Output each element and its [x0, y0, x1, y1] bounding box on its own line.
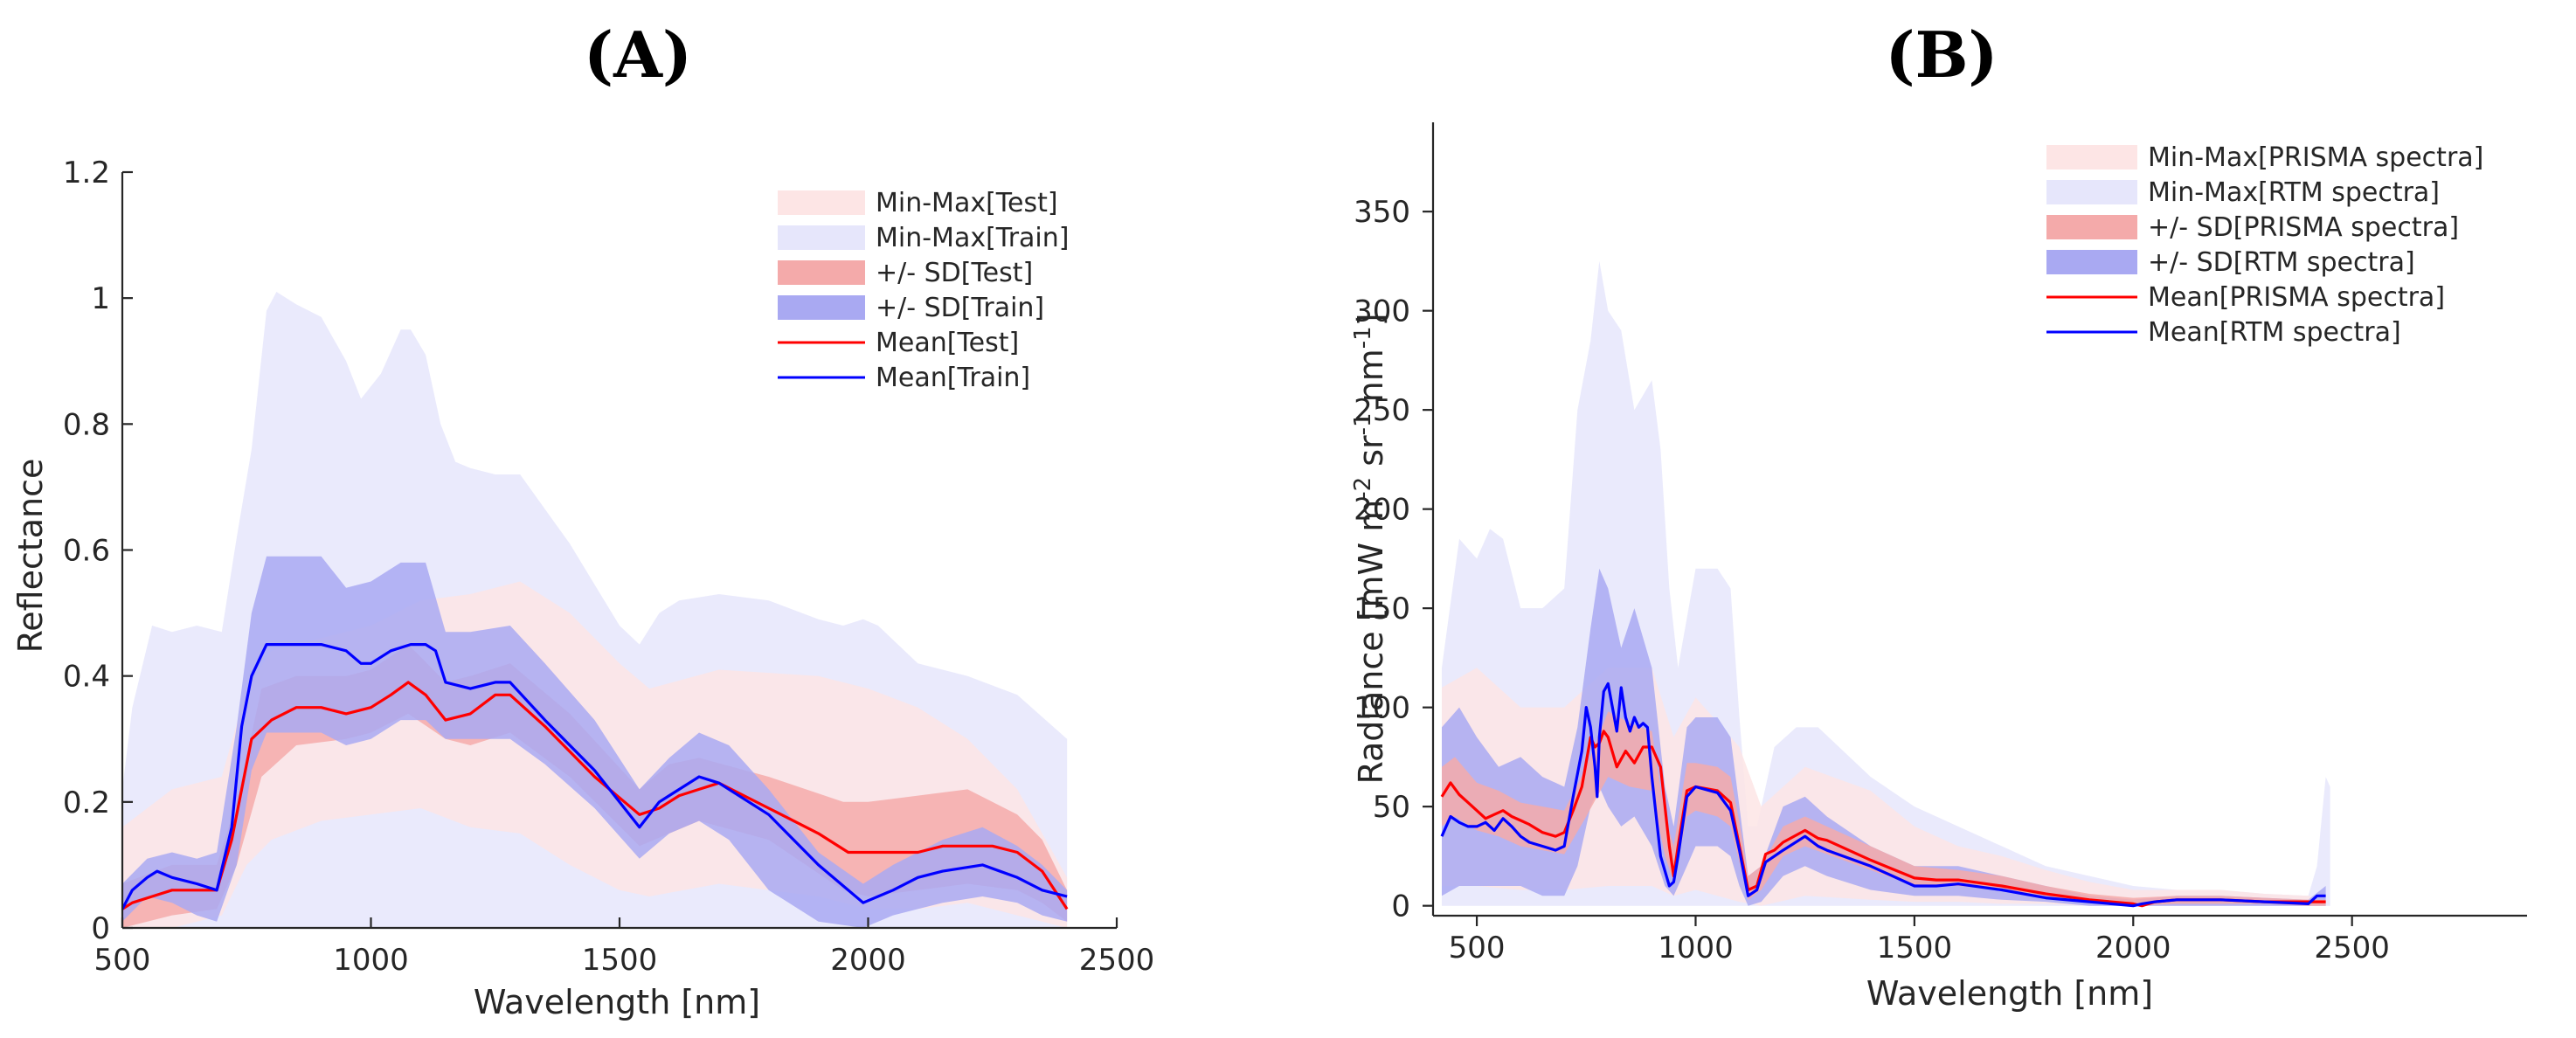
y-tick-label: 0 [1391, 889, 1410, 924]
x-tick-label: 500 [1449, 931, 1506, 965]
x-tick-label: 1500 [1877, 931, 1953, 965]
legend-swatch [2046, 250, 2137, 274]
legend-label: Mean[PRISMA spectra] [2148, 282, 2445, 313]
legend-swatch [778, 190, 865, 215]
line-mean-train [122, 642, 1068, 910]
chart-b-axes: 500 1000 1500 2000 2500 0 50 100 150 200 250 300 350 [1354, 122, 2527, 965]
panel-label-a: (A) [584, 17, 692, 92]
legend-label: +/- SD[Test] [876, 258, 1033, 288]
y-tick-label: 0 [91, 911, 110, 946]
chart-a-plot-area [122, 292, 1069, 928]
legend-label: +/- SD[RTM spectra] [2148, 247, 2415, 278]
legend-item: Min-Max[Test] [778, 188, 1058, 218]
panel-label-b: (B) [1886, 17, 1998, 92]
y-tick-label: 0.8 [63, 407, 110, 442]
y-tick-label: 50 [1373, 790, 1410, 825]
legend-item: Mean[Train] [778, 363, 1030, 393]
legend-item: +/- SD[Train] [778, 293, 1044, 323]
x-tick-label: 2500 [1079, 943, 1155, 978]
chart-b-xlabel: Wavelength [nm] [1866, 974, 2153, 1013]
legend-label: +/- SD[PRISMA spectra] [2148, 212, 2459, 243]
y-tick-label: 1 [91, 281, 110, 316]
x-tick-label: 1500 [582, 943, 658, 978]
x-tick-label: 1000 [333, 943, 409, 978]
legend-label: Mean[Train] [876, 363, 1030, 393]
y-tick-label: 150 [1354, 592, 1410, 626]
legend-item: +/- SD[Test] [778, 258, 1033, 288]
legend-label: Min-Max[RTM spectra] [2148, 177, 2440, 208]
chart-b-plot-area [1440, 260, 2330, 908]
legend-label: Mean[Test] [876, 328, 1019, 358]
band-sd-train [122, 556, 1068, 928]
line-mean-test [122, 681, 1069, 910]
chart-a: 500 1000 1500 2000 2500 0 0.2 0.4 0.6 0.8 1 1.2 Wav… [11, 156, 1154, 1021]
x-tick-label: 2000 [830, 943, 906, 978]
chart-a-xlabel: Wavelength [nm] [474, 983, 760, 1021]
y-tick-label: 350 [1354, 195, 1410, 230]
legend-label: Min-Max[Test] [876, 188, 1058, 218]
chart-b: 500 1000 1500 2000 2500 0 50 100 150 200 250 300 350… [1350, 122, 2527, 1013]
legend-swatch [778, 225, 865, 250]
y-tick-label: 200 [1354, 493, 1410, 528]
legend-item: Mean[PRISMA spectra] [2046, 282, 2445, 313]
legend-label: +/- SD[Train] [876, 293, 1044, 323]
chart-b-ylabel: Radiance [mW m-2 sr-1 nm-1] [1350, 313, 1390, 784]
legend-item: Min-Max[Train] [778, 223, 1069, 253]
y-tick-label: 0.4 [63, 660, 110, 695]
y-tick-label: 0.6 [63, 534, 110, 569]
legend-item: Min-Max[RTM spectra] [2046, 177, 2440, 208]
legend-item: +/- SD[PRISMA spectra] [2046, 212, 2459, 243]
chart-a-axes: 500 1000 1500 2000 2500 0 0.2 0.4 0.6 0.8 1 1.2 [63, 156, 1154, 978]
legend-swatch [778, 260, 865, 285]
y-tick-label: 100 [1354, 691, 1410, 726]
line-mean-rtm-spectra [1440, 682, 2326, 908]
x-tick-label: 2500 [2314, 931, 2390, 965]
chart-a-ylabel: Reflectance [11, 459, 50, 654]
legend-label: Min-Max[Train] [876, 223, 1069, 253]
y-tick-label: 250 [1354, 393, 1410, 428]
legend-swatch [778, 295, 865, 320]
legend-item: Mean[Test] [778, 328, 1019, 358]
x-tick-label: 500 [94, 943, 151, 978]
legend-item: Min-Max[PRISMA spectra] [2046, 142, 2483, 173]
legend-label: Mean[RTM spectra] [2148, 317, 2401, 348]
legend-label: Min-Max[PRISMA spectra] [2148, 142, 2483, 173]
legend-swatch [2046, 180, 2137, 204]
legend-swatch [2046, 215, 2137, 239]
y-tick-label: 1.2 [63, 156, 110, 190]
x-tick-label: 2000 [2095, 931, 2171, 965]
x-tick-label: 1000 [1658, 931, 1734, 965]
chart-a-legend: Min-Max[Test]Min-Max[Train]+/- SD[Test] … [778, 188, 1069, 393]
legend-swatch [2046, 145, 2137, 170]
chart-b-legend: Min-Max[PRISMA spectra] Min-Max[RTM spect… [2046, 142, 2483, 348]
y-tick-label: 0.2 [63, 785, 110, 820]
legend-item: +/- SD[RTM spectra] [2046, 247, 2415, 278]
legend-item: Mean[RTM spectra] [2046, 317, 2401, 348]
y-tick-label: 300 [1354, 294, 1410, 329]
